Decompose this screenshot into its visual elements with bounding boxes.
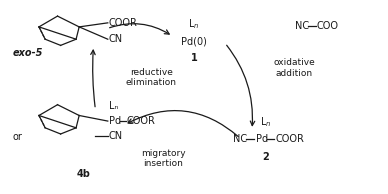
Text: Lₙ: Lₙ bbox=[109, 101, 118, 111]
Text: CN: CN bbox=[109, 34, 123, 44]
Text: L$_n$: L$_n$ bbox=[188, 17, 200, 31]
Text: NC: NC bbox=[233, 134, 247, 144]
Text: COO: COO bbox=[317, 21, 339, 31]
Text: exo-5: exo-5 bbox=[12, 48, 43, 58]
Text: Pd: Pd bbox=[109, 116, 121, 126]
Text: migratory
insertion: migratory insertion bbox=[141, 149, 185, 168]
Text: 4b: 4b bbox=[77, 169, 91, 179]
Text: COOR: COOR bbox=[275, 134, 304, 144]
Text: COOR: COOR bbox=[109, 18, 138, 28]
Text: COOR: COOR bbox=[126, 116, 155, 126]
Text: reductive
elimination: reductive elimination bbox=[126, 68, 177, 87]
Text: or: or bbox=[12, 133, 22, 142]
Text: CN: CN bbox=[109, 132, 123, 141]
Text: oxidative
addition: oxidative addition bbox=[274, 58, 315, 78]
Text: 1: 1 bbox=[191, 54, 197, 63]
Text: L$_n$: L$_n$ bbox=[260, 115, 271, 129]
Text: Pd(0): Pd(0) bbox=[181, 36, 207, 46]
Text: 2: 2 bbox=[262, 152, 269, 162]
Text: Pd: Pd bbox=[256, 134, 268, 144]
Text: NC: NC bbox=[294, 21, 308, 31]
